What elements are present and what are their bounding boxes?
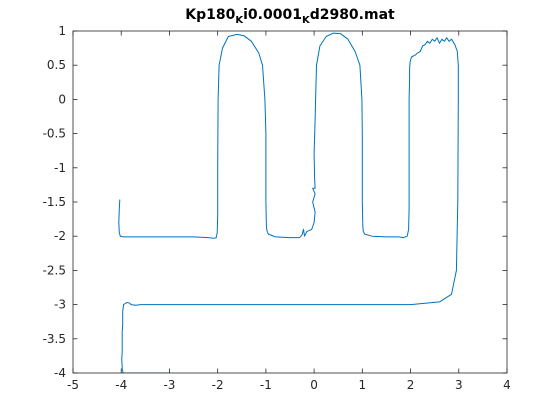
y-tick-label: -2 — [54, 229, 66, 243]
series-line — [118, 32, 459, 373]
y-tick-labels: 1 0.5 0 -0.5 -1 -1.5 -2 -2.5 -3 -3.5 -4 — [43, 24, 66, 380]
chart-title-part: i0.0001 — [243, 7, 302, 23]
series-layer — [118, 32, 459, 373]
y-tick-label: -0.5 — [43, 127, 66, 141]
x-tick-labels: -5 -4 -3 -2 -1 0 1 2 3 4 — [67, 378, 511, 392]
y-tick-label: 0 — [58, 92, 66, 106]
chart-title-part: d2980.mat — [310, 7, 395, 23]
chart-title-part: K — [235, 15, 244, 26]
y-tick-label: -3 — [54, 298, 66, 312]
chart-title-part: Kp180 — [185, 7, 235, 23]
axes-box — [72, 30, 508, 374]
x-tick-label: -4 — [115, 378, 127, 392]
y-tick-label: -4 — [54, 366, 66, 380]
x-tick-label: -1 — [260, 378, 272, 392]
x-tick-label: 1 — [359, 378, 367, 392]
chart-title-part: K — [302, 15, 311, 26]
x-tick-label: 4 — [503, 378, 511, 392]
y-tick-label: -1 — [54, 161, 66, 175]
plot-area — [72, 30, 508, 374]
y-tick-label: -3.5 — [43, 332, 66, 346]
x-tick-label: 3 — [455, 378, 463, 392]
chart-title: Kp180Ki0.0001Kd2980.mat — [185, 7, 395, 26]
x-tick-label: 2 — [407, 378, 415, 392]
y-tick-label: -1.5 — [43, 195, 66, 209]
axes-background — [73, 31, 507, 373]
x-tick-label: -5 — [67, 378, 79, 392]
x-tick-label: -2 — [212, 378, 224, 392]
x-tick-label: -3 — [163, 378, 175, 392]
y-tick-label: -2.5 — [43, 263, 66, 277]
y-tick-label: 0.5 — [47, 58, 66, 72]
x-tick-label: 0 — [310, 378, 318, 392]
y-tick-label: 1 — [58, 24, 66, 38]
